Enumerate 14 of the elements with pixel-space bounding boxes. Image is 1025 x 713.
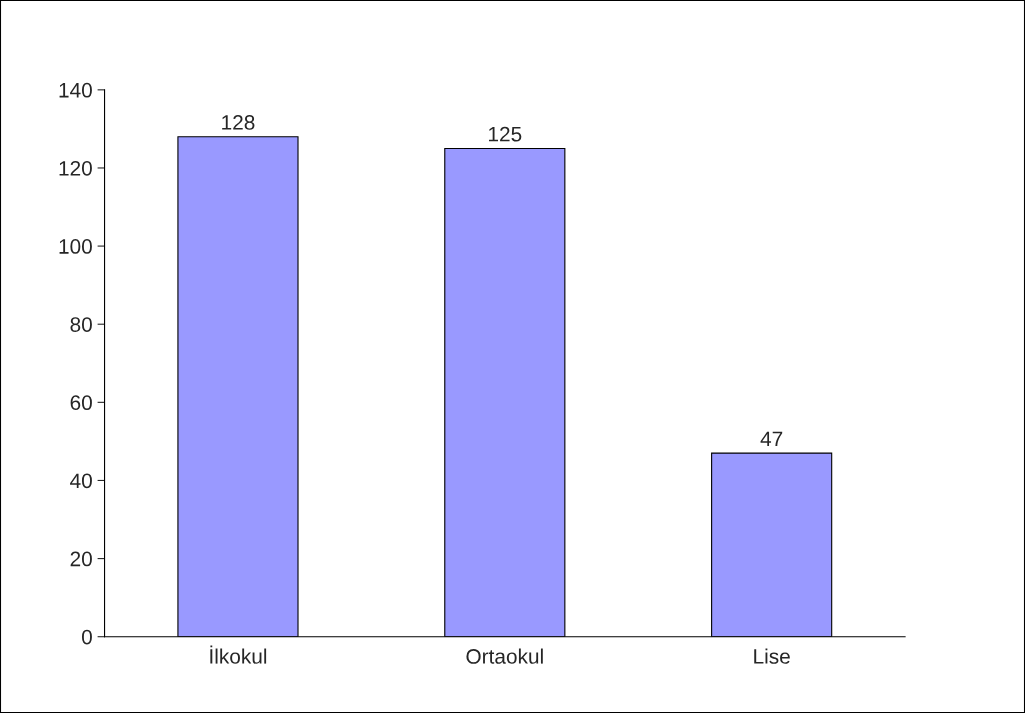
y-tick-label: 60 xyxy=(70,395,92,411)
y-tick-label: 120 xyxy=(59,160,92,176)
y-tick-label: 140 xyxy=(59,82,92,98)
x-tick-label: Lise xyxy=(754,648,790,664)
data-label: 47 xyxy=(760,431,783,447)
y-tick-label: 20 xyxy=(70,551,92,567)
y-tick-label: 0 xyxy=(81,629,92,645)
y-tick-label: 100 xyxy=(59,239,92,254)
data-label: 128 xyxy=(222,115,255,130)
y-tick-label: 40 xyxy=(70,473,92,489)
y-tick-label: 80 xyxy=(70,317,92,332)
x-tick-label: İlkokul xyxy=(210,645,267,664)
data-label: 125 xyxy=(489,126,522,142)
x-tick-label: Ortaokul xyxy=(466,648,543,664)
